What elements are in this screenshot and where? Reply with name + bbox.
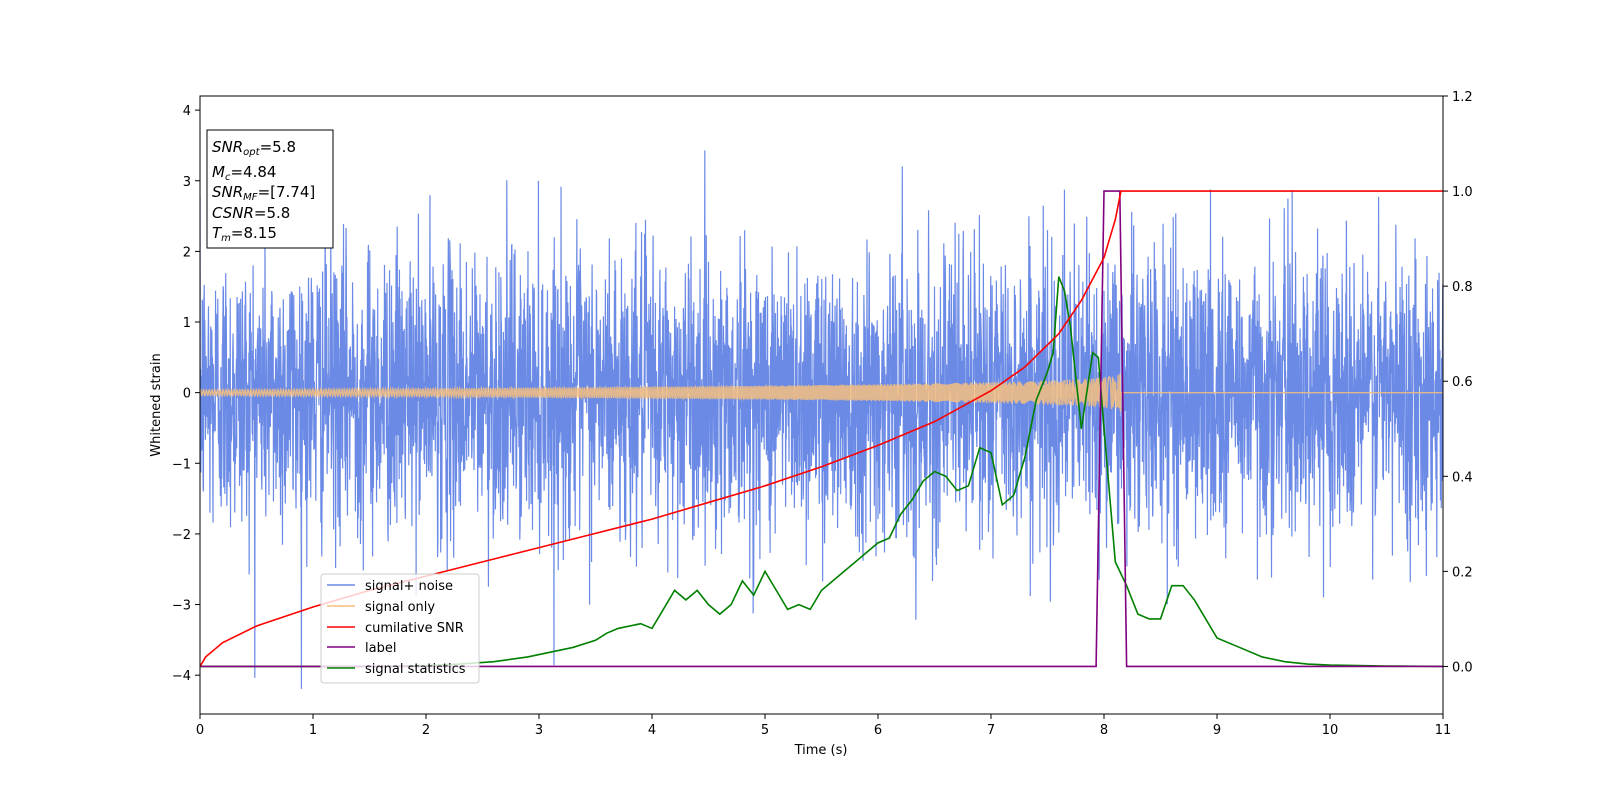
label-line [200,190,1443,668]
y2-tick-label: 0.0 [1452,660,1473,675]
signal-only-series [200,373,1443,412]
legend-label: cumilative SNR [365,621,464,636]
x-tick-label: 1 [309,723,317,738]
y-tick-label: 3 [183,175,191,190]
x-tick-label: 10 [1322,723,1339,738]
x-tick-label: 2 [422,723,430,738]
legend-frame [320,573,480,684]
y-axis-label: Whitened strain [149,353,164,456]
y2-tick-label: 0.2 [1452,565,1473,580]
plot-frame [199,95,1444,715]
info-snr-opt: SNRopt=5.8 [212,138,296,158]
info-csnr: CSNR=5.8 [212,204,290,222]
y-tick-label: −4 [172,669,191,684]
x-tick-label: 0 [196,723,204,738]
x-tick-label: 3 [535,723,543,738]
legend: signal+ noise signal only cumilative SNR… [320,573,480,684]
legend-item-cumulative-snr: cumilative SNR [327,621,464,636]
info-box-frame [206,129,334,249]
info-box: SNRopt=5.8 Mc=4.84 SNRMF=[7.74] CSNR=5.8… [206,129,334,249]
y-tick-label: −1 [172,457,191,472]
cumulative-snr-line [200,190,1443,667]
x-tick-label: 9 [1213,723,1221,738]
legend-item-signal-statistics: signal statistics [327,662,466,677]
x-tick-label: 11 [1435,723,1452,738]
legend-label: label [365,641,396,656]
x-tick-label: 5 [761,723,769,738]
y-tick-label: 4 [183,104,191,119]
x-axis: 0 1 2 3 4 5 6 7 8 9 10 11 [196,714,1451,738]
y-tick-label: 1 [183,316,191,331]
y-tick-label: −3 [172,599,191,614]
legend-item-signal-only: signal only [327,600,435,615]
y2-tick-label: 0.6 [1452,375,1473,390]
legend-label: signal statistics [365,662,466,677]
y2-tick-label: 1.2 [1452,90,1473,105]
signal-only-line [200,373,1443,412]
legend-label: signal+ noise [365,579,453,594]
y2-tick-label: 0.4 [1452,470,1473,485]
info-tm: Tm=8.15 [212,224,277,244]
signal-statistics-line [200,276,1443,668]
y2-tick-label: 1.0 [1452,185,1473,200]
y-tick-label: 0 [183,387,191,402]
legend-item-signal-noise: signal+ noise [327,579,453,594]
x-axis-label: Time (s) [794,743,848,758]
legend-item-label: label [327,641,396,656]
right-axis-series [200,190,1443,668]
y-tick-label: 2 [183,245,191,260]
legend-label: signal only [365,600,435,615]
y-axis-right: 0.0 0.2 0.4 0.6 0.8 1.0 1.2 [1443,90,1473,675]
x-tick-label: 7 [987,723,995,738]
x-tick-label: 8 [1100,723,1108,738]
info-snr-mf: SNRMF=[7.74] [212,183,315,203]
y2-tick-label: 0.8 [1452,280,1473,295]
y-tick-label: −2 [172,528,191,543]
y-axis-left: −4 −3 −2 −1 0 1 2 3 4 [172,104,200,684]
x-tick-label: 6 [874,723,882,738]
x-tick-label: 4 [648,723,656,738]
info-mc: Mc=4.84 [212,163,276,183]
